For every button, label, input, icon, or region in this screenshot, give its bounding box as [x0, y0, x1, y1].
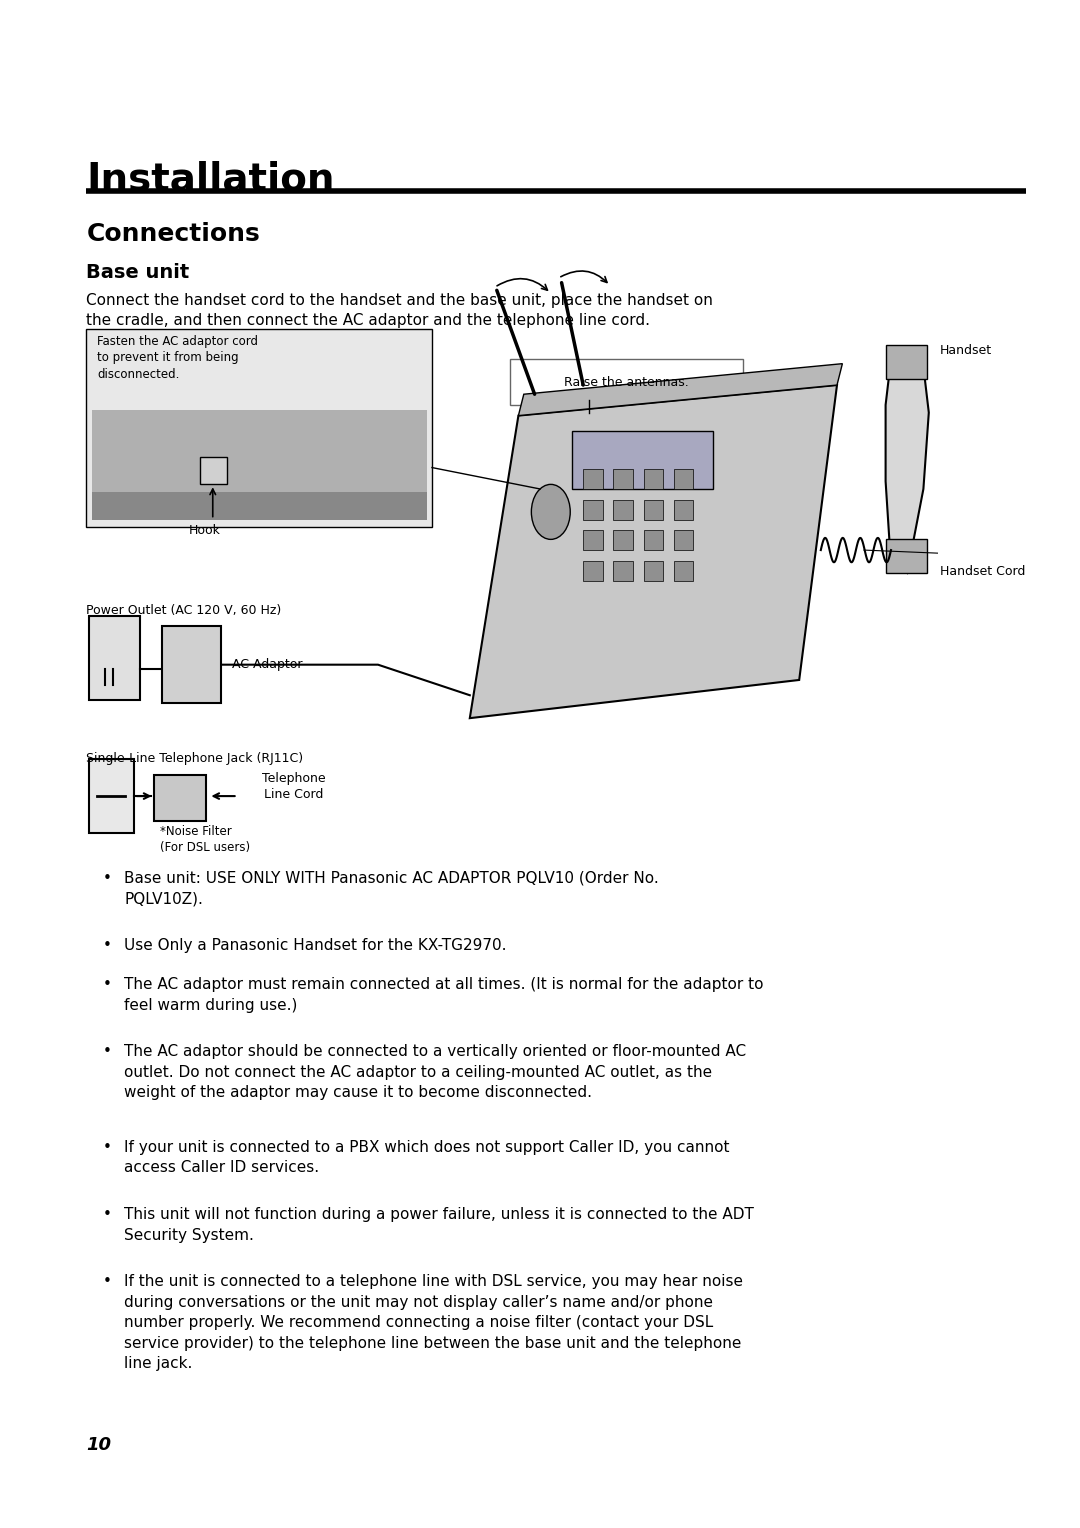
Bar [644, 561, 663, 581]
Bar [644, 469, 663, 489]
Bar [886, 345, 927, 379]
Text: If the unit is connected to a telephone line with DSL service, you may hear nois: If the unit is connected to a telephone … [124, 1274, 743, 1371]
Text: •: • [103, 1045, 111, 1059]
Text: •: • [103, 871, 111, 886]
Text: Telephone
Line Cord: Telephone Line Cord [262, 772, 325, 801]
Text: If your unit is connected to a PBX which does not support Caller ID, you cannot
: If your unit is connected to a PBX which… [124, 1140, 730, 1175]
Bar [674, 561, 693, 581]
Text: Connections: Connections [86, 222, 260, 246]
Bar [583, 561, 603, 581]
Bar [613, 469, 633, 489]
Text: Power Outlet (AC 120 V, 60 Hz): Power Outlet (AC 120 V, 60 Hz) [86, 604, 282, 617]
Bar [583, 530, 603, 550]
Text: •: • [103, 978, 111, 992]
Bar [572, 431, 713, 489]
Text: Fasten the AC adaptor cord
to prevent it from being
disconnected.: Fasten the AC adaptor cord to prevent it… [97, 335, 258, 380]
Text: This unit will not function during a power failure, unless it is connected to th: This unit will not function during a pow… [124, 1207, 754, 1242]
Bar [886, 539, 927, 573]
Text: AC Adaptor: AC Adaptor [232, 659, 302, 671]
Polygon shape [518, 364, 842, 416]
Text: Raise the antennas.: Raise the antennas. [564, 376, 689, 388]
Text: Handset: Handset [940, 344, 991, 358]
Bar [644, 500, 663, 520]
Circle shape [531, 484, 570, 539]
Bar [613, 561, 633, 581]
Bar [92, 410, 427, 520]
Text: Use Only a Panasonic Handset for the KX-TG2970.: Use Only a Panasonic Handset for the KX-… [124, 938, 507, 953]
FancyBboxPatch shape [86, 329, 432, 527]
Bar [92, 492, 427, 520]
Text: Hook: Hook [189, 524, 221, 538]
Polygon shape [470, 385, 837, 718]
Bar [583, 469, 603, 489]
Text: Base unit: USE ONLY WITH Panasonic AC ADAPTOR PQLV10 (Order No.
PQLV10Z).: Base unit: USE ONLY WITH Panasonic AC AD… [124, 871, 659, 906]
Text: *Noise Filter
(For DSL users): *Noise Filter (For DSL users) [160, 825, 249, 854]
Bar [583, 500, 603, 520]
Text: The AC adaptor must remain connected at all times. (It is normal for the adaptor: The AC adaptor must remain connected at … [124, 978, 764, 1013]
FancyBboxPatch shape [510, 359, 743, 405]
Bar [200, 457, 227, 484]
Bar [89, 759, 134, 833]
Text: •: • [103, 938, 111, 953]
Text: •: • [103, 1274, 111, 1290]
Bar [162, 626, 221, 703]
Text: Connect the handset cord to the handset and the base unit, place the handset on
: Connect the handset cord to the handset … [86, 293, 713, 329]
Bar [613, 500, 633, 520]
Text: Handset Cord: Handset Cord [940, 565, 1025, 579]
Bar [89, 616, 140, 700]
Bar [644, 530, 663, 550]
Text: Single-Line Telephone Jack (RJ11C): Single-Line Telephone Jack (RJ11C) [86, 752, 303, 766]
Text: Base unit: Base unit [86, 263, 190, 281]
Bar [154, 775, 206, 821]
Text: 10: 10 [86, 1436, 111, 1455]
Bar [674, 530, 693, 550]
Text: •: • [103, 1140, 111, 1155]
Bar [613, 530, 633, 550]
Text: •: • [103, 1207, 111, 1222]
Text: The AC adaptor should be connected to a vertically oriented or floor-mounted AC
: The AC adaptor should be connected to a … [124, 1045, 746, 1100]
Bar [674, 469, 693, 489]
Bar [674, 500, 693, 520]
Polygon shape [886, 351, 929, 573]
Text: Installation: Installation [86, 160, 335, 199]
